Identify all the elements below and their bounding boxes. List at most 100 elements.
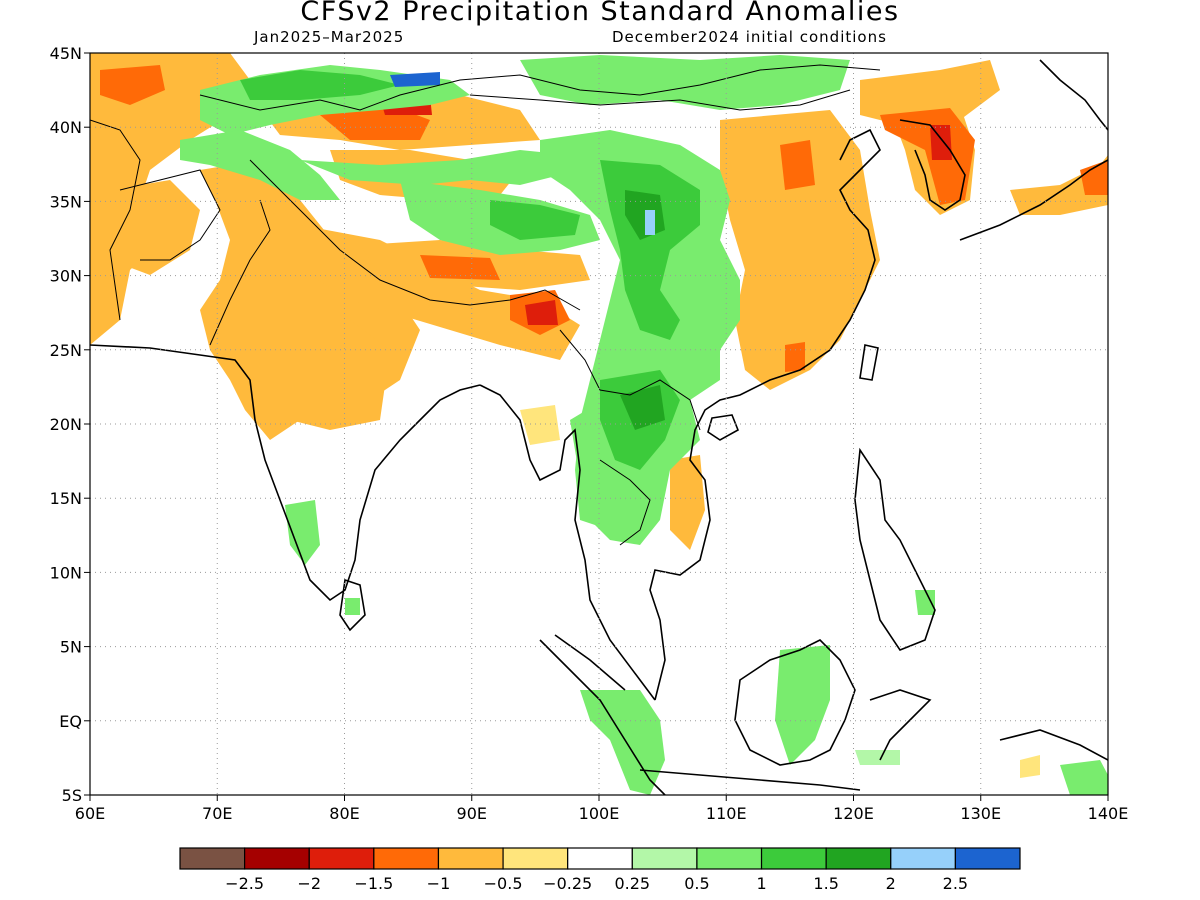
lat-tick-label: 5N: [60, 638, 82, 657]
wet-region-java: [855, 750, 900, 765]
dry-region-afghanistan: [110, 180, 200, 275]
wet-strong-central-asia: [240, 70, 400, 100]
colorbar-swatch: [308, 847, 375, 870]
colorbar-swatch: [954, 847, 1021, 870]
map-title: CFSv2 Precipitation Standard Anomalies: [300, 0, 900, 27]
colorbar-label: −0.5: [484, 874, 523, 893]
wet-region-sri-lanka: [345, 598, 360, 615]
wet-region-philippines: [915, 590, 935, 615]
lat-tick-label: 15N: [50, 489, 82, 508]
dry-region-japan-south: [1010, 155, 1108, 215]
wet-very-strong-indochina: [620, 385, 665, 430]
lat-tick-label: 35N: [50, 192, 82, 211]
colorbar-swatch: [179, 847, 246, 870]
coastlines: [90, 59, 1108, 795]
colorbar-legend: −2.5 −2 −1.5 −1 −0.5 −0.25 0.25 0.5 1 1.5 2 2.5: [179, 847, 1021, 893]
coast-hainan: [707, 414, 740, 441]
wet-region-south-india: [285, 500, 320, 565]
border-thailand-cambodia: [599, 459, 651, 546]
colorbar-swatch: [890, 847, 956, 870]
coast-sulawesi: [869, 689, 932, 761]
coast-philippines: [854, 447, 936, 651]
colorbar-swatch: [373, 847, 440, 870]
colorbar-swatch: [567, 847, 633, 870]
lon-tick-label: 130E: [960, 804, 1001, 823]
lat-tick-label: 45N: [50, 44, 82, 63]
graticule: [90, 53, 1108, 795]
dry-region-northwest: [90, 53, 250, 345]
forecast-period: Jan2025–Mar2025: [254, 28, 405, 46]
wet-strong-tibet: [490, 200, 580, 240]
coast-sumatra: [539, 634, 666, 795]
lon-tick-label: 70E: [202, 804, 232, 823]
colorbar-swatch: [502, 847, 569, 870]
colorbar-swatch: [244, 847, 310, 870]
wet-extreme-patch: [390, 72, 440, 87]
colorbar-label: −2.5: [225, 874, 264, 893]
dry-region-east-china: [720, 110, 880, 390]
dry-region-myanmar-coast: [520, 405, 560, 445]
lat-tick-label: 25N: [50, 341, 82, 360]
colorbar-label: −2: [297, 874, 321, 893]
dry-region-mongolia-east: [860, 60, 1000, 125]
coast-java: [639, 769, 861, 791]
lat-tick-label: EQ: [59, 712, 82, 731]
initial-conditions: December2024 initial conditions: [612, 28, 887, 46]
coast-sri-lanka: [339, 578, 366, 632]
wet-pale-blue-lake: [645, 210, 655, 235]
wet-region-sumatra: [580, 690, 665, 795]
anomaly-shading: [90, 53, 1108, 795]
lat-tick-label: 5S: [62, 786, 82, 805]
coast-indochina: [649, 128, 881, 701]
colorbar-swatch: [696, 847, 763, 870]
colorbar-swatch: [825, 847, 892, 870]
border-himalaya-north: [249, 159, 581, 311]
lat-tick-label: 40N: [50, 118, 82, 137]
wet-region-tarim-band: [300, 150, 570, 185]
dry-very-strong-3: [930, 125, 952, 160]
border-mongolia-china: [469, 89, 851, 111]
country-borders: [90, 64, 881, 546]
lon-tick-label: 60E: [75, 804, 105, 823]
lat-tick-label: 20N: [50, 415, 82, 434]
dry-region-indochina-coast: [670, 455, 705, 550]
lon-tick-label: 90E: [457, 804, 487, 823]
lon-tick-label: 80E: [329, 804, 359, 823]
colorbar-label: 1.5: [813, 874, 838, 893]
border-china-myanmar-laos: [559, 329, 701, 431]
coast-arabian-india: [90, 344, 481, 602]
colorbar-label: 2.5: [943, 874, 968, 893]
lon-tick-label: 120E: [833, 804, 874, 823]
colorbar-label: −0.25: [543, 874, 592, 893]
dry-region-central-india: [270, 310, 390, 430]
dry-strong-patch-1: [100, 65, 165, 105]
dry-very-strong-2: [525, 300, 558, 325]
dry-region-sumatra: [1020, 755, 1040, 778]
colorbar-label: −1.5: [354, 874, 393, 893]
dry-strong-patch-3: [420, 255, 500, 280]
border-india-pakistan: [209, 199, 271, 346]
lat-tick-label: 10N: [50, 563, 82, 582]
dry-strong-patch-5: [780, 140, 815, 190]
coast-korea: [899, 119, 966, 211]
lon-tick-label: 140E: [1088, 804, 1129, 823]
dry-strong-patch-7: [785, 342, 805, 372]
coast-bay-bengal: [479, 384, 656, 701]
border-afghanistan: [119, 169, 221, 261]
coast-japan: [959, 59, 1108, 241]
colorbar-swatch: [437, 847, 504, 870]
colorbar-swatch: [631, 847, 698, 870]
lon-tick-label: 100E: [579, 804, 620, 823]
colorbar-label: 2: [886, 874, 896, 893]
colorbar-label: 0.25: [614, 874, 650, 893]
colorbar-swatch: [760, 847, 827, 870]
dry-strong-patch-8: [1080, 160, 1108, 195]
border-iran: [90, 119, 141, 321]
colorbar-label: 1: [756, 874, 766, 893]
lat-tick-label: 30N: [50, 267, 82, 286]
wet-region-new-guinea: [1060, 760, 1108, 795]
wet-region-ferghana: [180, 130, 340, 200]
border-china-central-asia: [199, 64, 881, 111]
